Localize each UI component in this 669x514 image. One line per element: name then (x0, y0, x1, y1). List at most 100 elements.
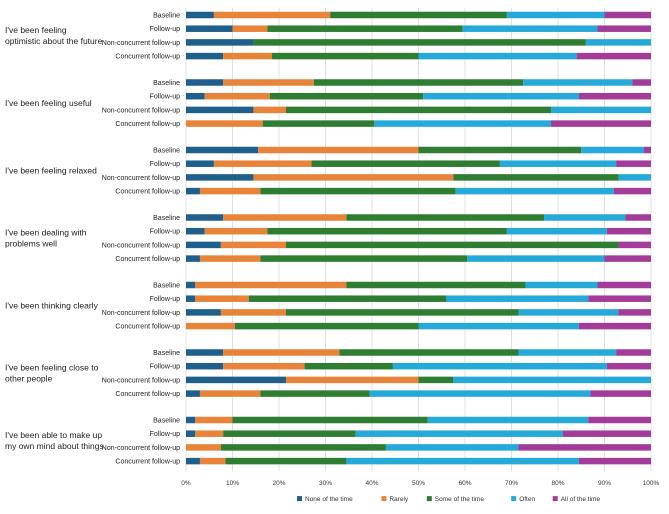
bar-segment (186, 281, 196, 289)
bar-segment (339, 349, 519, 356)
bar-segment (578, 92, 651, 100)
bar-segment (213, 11, 331, 19)
bar-segment (186, 362, 224, 370)
bar-segment (186, 255, 200, 262)
bar-segment (186, 79, 224, 86)
bar-segment (616, 160, 651, 167)
bar-segment (523, 79, 633, 86)
bar-segment (427, 416, 589, 424)
bar-segment (195, 281, 347, 289)
group-title: I've been dealing with problems well (5, 228, 87, 249)
bar-segment (499, 160, 617, 167)
bar-segment (186, 120, 263, 127)
bar-segment (220, 309, 286, 316)
bar-segment (551, 120, 651, 127)
bar-segment (632, 79, 651, 86)
x-tick-label: 100% (643, 480, 660, 487)
bar-segment (195, 430, 224, 437)
row-label: Baseline (153, 350, 180, 357)
bar-segment (186, 322, 235, 330)
bars (186, 11, 651, 465)
bar-segment (618, 241, 651, 249)
bar-segment (346, 281, 526, 289)
row-label: Non-concurrent follow-up (102, 377, 180, 384)
bar-segment (313, 79, 524, 86)
row-label: Non-concurrent follow-up (102, 175, 180, 182)
bar-segment (186, 174, 254, 181)
bar-segment (455, 187, 614, 195)
bar-segment (186, 146, 259, 154)
group-title: I've been thinking clearly (5, 301, 99, 311)
bar-segment (186, 227, 205, 235)
bar-segment (581, 146, 645, 154)
row-label: Baseline (153, 148, 180, 155)
legend-entry: Some of the time (435, 496, 485, 503)
bar-segment (199, 187, 261, 195)
x-axis-ticks: 0% 10% 20% 30% 40% 50% 60% 70% 80% 90% 100% (181, 480, 659, 487)
legend-swatch (426, 496, 432, 502)
bar-segment (369, 390, 591, 397)
bar-segment (518, 444, 651, 451)
bar-segment (186, 39, 254, 46)
bar-segment (330, 11, 507, 19)
row-label: Concurrent follow-up (115, 324, 180, 331)
bar-segment (223, 214, 347, 221)
legend: None of the time Rarely Some of the time Of… (297, 496, 600, 503)
bar-segment (597, 281, 651, 289)
row-labels: Baseline Follow-up Non-concurrent follow-u… (102, 13, 180, 466)
bar-segment (597, 25, 651, 32)
bar-segment (551, 106, 651, 114)
bar-segment (506, 11, 605, 19)
bar-segment (506, 227, 607, 235)
bar-segment (186, 160, 214, 167)
group-title: I've been feeling close to other people (5, 363, 99, 384)
bar-segment (588, 416, 651, 424)
bar-segment (267, 25, 463, 32)
bar-segment (223, 362, 305, 370)
bar-segment (418, 322, 579, 330)
row-label: Concurrent follow-up (115, 391, 180, 398)
x-tick-label: 40% (365, 480, 378, 487)
bar-segment (225, 457, 347, 465)
bar-segment (253, 106, 286, 114)
bar-segment (199, 390, 261, 397)
bar-segment (186, 430, 196, 437)
row-label: Follow-up (150, 161, 180, 168)
row-label: Follow-up (150, 364, 180, 371)
bar-segment (618, 309, 651, 316)
bar-segment (213, 160, 312, 167)
bar-segment (260, 187, 456, 195)
bar-segment (220, 444, 386, 451)
bar-segment (186, 92, 205, 100)
bar-segment (220, 241, 286, 249)
bar-segment (253, 39, 586, 46)
x-tick-label: 60% (458, 480, 471, 487)
bar-segment (186, 52, 224, 60)
group-title: I've been feeling optimistic about the fu… (5, 25, 103, 46)
row-label: Baseline (153, 13, 180, 20)
group-title: I've been feeling relaxed (5, 166, 97, 176)
row-label: Non-concurrent follow-up (102, 242, 180, 249)
bar-segment (604, 255, 651, 262)
row-label: Baseline (153, 283, 180, 290)
row-label: Follow-up (150, 296, 180, 303)
bar-segment (223, 349, 340, 356)
row-label: Follow-up (150, 94, 180, 101)
bar-segment (453, 376, 651, 384)
bar-segment (418, 146, 582, 154)
bar-segment (195, 416, 233, 424)
gridlines (185, 8, 652, 472)
bar-segment (186, 187, 200, 195)
bar-segment (418, 52, 577, 60)
x-tick-label: 90% (598, 480, 611, 487)
group-title: I've been able to make up my own mind abo… (5, 430, 104, 451)
bar-segment (518, 349, 617, 356)
bar-segment (355, 430, 563, 437)
legend-swatch (552, 496, 558, 502)
bar-segment (186, 390, 200, 397)
bar-segment (258, 146, 419, 154)
group-title: I've been feeling useful (5, 98, 92, 108)
bar-segment (186, 11, 214, 19)
row-label: Concurrent follow-up (115, 459, 180, 466)
bar-segment (195, 295, 249, 302)
